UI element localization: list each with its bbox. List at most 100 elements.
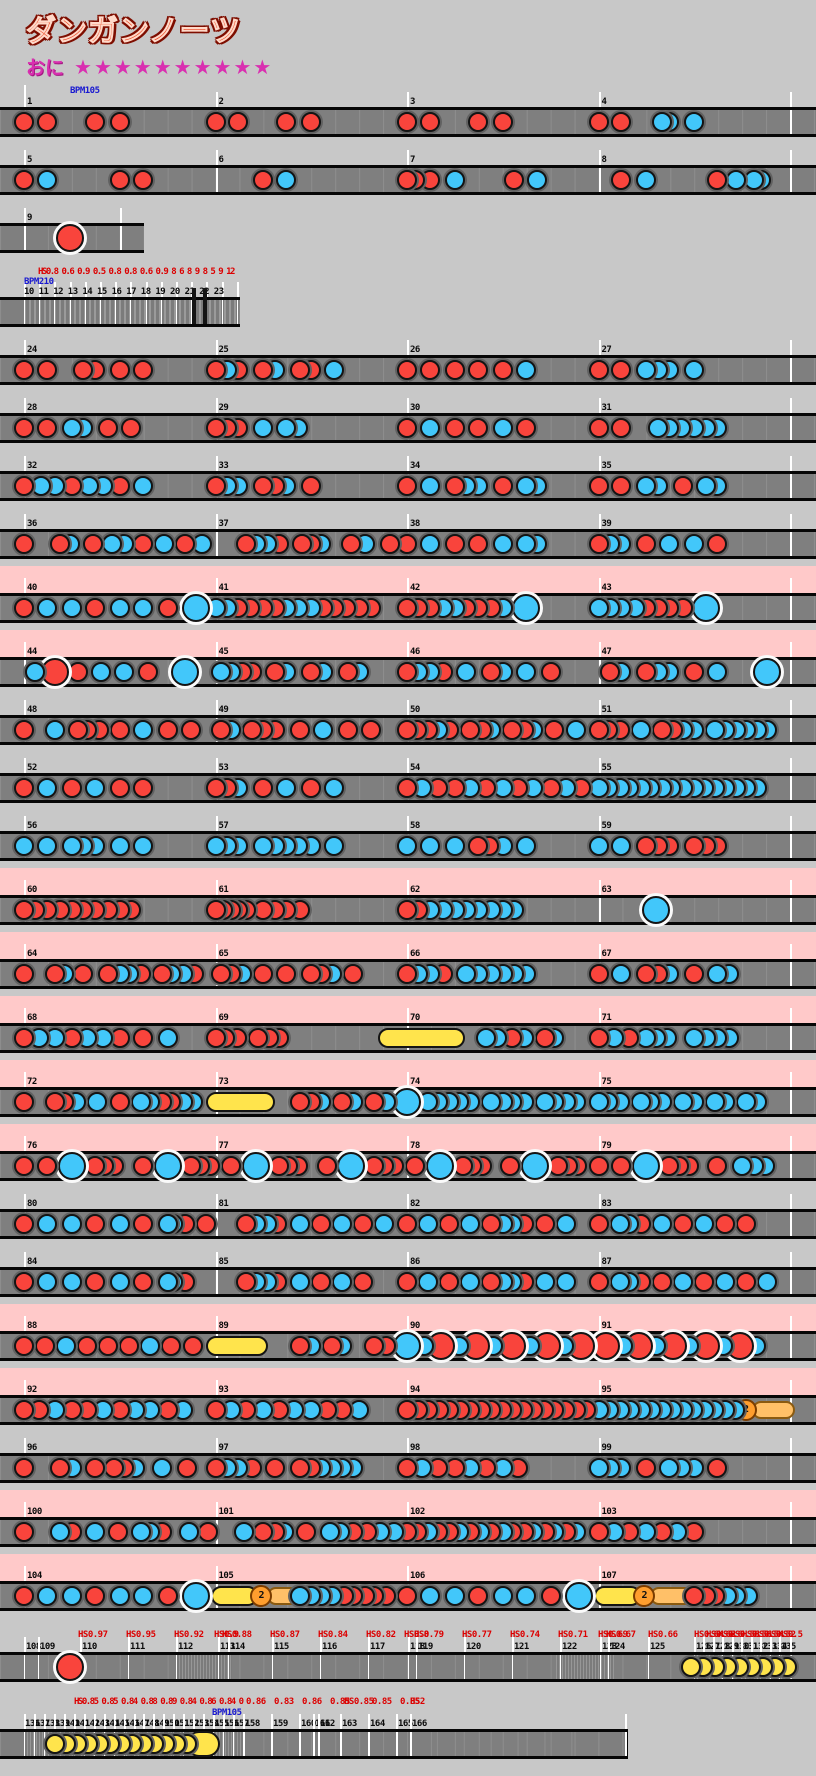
measure-line [790, 898, 792, 922]
chart-row: HS0.8 0.6 0.9 0.5 0.8 0.8 0.6 0.9 8 6 8 … [0, 263, 816, 327]
note-don [588, 720, 609, 740]
note-don [253, 170, 274, 190]
measure-number: 151 [174, 1719, 190, 1729]
note-ka [320, 1522, 341, 1542]
measure-number: 88 [27, 1321, 37, 1331]
measure-number: 84 [27, 1257, 37, 1267]
measure-line [790, 358, 792, 382]
measure-number: 90 [410, 1321, 420, 1331]
beat-tick [790, 1316, 792, 1331]
beat-tick [24, 514, 26, 529]
measure-number: 106 [410, 1571, 425, 1581]
beat-tick [407, 880, 409, 895]
measure-number: 135 [781, 1642, 796, 1652]
note-ka [707, 662, 728, 682]
measure-number: 141 [74, 1719, 90, 1729]
measure-number: 109 [40, 1642, 55, 1652]
note-don [397, 1400, 417, 1420]
measure-line [790, 660, 792, 684]
hs-speed-label: HS0.52 [766, 1630, 796, 1640]
measure-line [299, 1732, 301, 1756]
note-ka [276, 778, 297, 798]
measure-number: 6 [218, 155, 224, 165]
note-don [132, 534, 153, 554]
hs-speed-label: 0.85 [400, 1697, 420, 1707]
big-note-ka [565, 1582, 594, 1610]
note-don [444, 418, 465, 438]
measure-line [790, 1154, 792, 1178]
measure-number: 45 [218, 647, 229, 657]
note-don [397, 534, 417, 554]
beat-tick [407, 1438, 409, 1453]
hs-speed-label: HS0.67 [606, 1630, 636, 1640]
note-don [107, 1522, 128, 1542]
note-ka [757, 1272, 778, 1292]
note-don [397, 1214, 417, 1234]
note-don [132, 360, 153, 380]
note-don [14, 1156, 34, 1176]
note-don [205, 1028, 226, 1048]
note-ka [289, 1214, 310, 1234]
beat-tick [80, 1637, 82, 1652]
measure-number: 142 [84, 1719, 100, 1729]
beat-tick [215, 880, 218, 895]
note-don [253, 476, 274, 496]
note-don [132, 778, 153, 798]
note-don [544, 720, 565, 740]
note-ka [109, 1214, 130, 1234]
beat-tick [145, 282, 148, 297]
note-don [77, 1336, 98, 1356]
note-don [397, 900, 417, 920]
measure-line [790, 596, 792, 620]
chart-row: 40 41 42 43 [0, 566, 816, 623]
beat-tick [39, 282, 42, 297]
note-ka [684, 360, 705, 380]
note-ka [460, 1214, 481, 1234]
measure-line [100, 300, 101, 324]
measure-number: 24 [27, 345, 37, 355]
note-don [109, 476, 130, 496]
beat-tick [215, 1072, 218, 1087]
note-don [492, 112, 513, 132]
note-ka [684, 112, 705, 132]
chart-row: 24 25 26 27 [0, 334, 816, 385]
beat-tick [790, 1194, 792, 1209]
measure-number: 20 [170, 287, 180, 297]
note-don [109, 720, 130, 740]
subdivision-stripes [556, 1655, 614, 1679]
beat-tick [790, 578, 792, 593]
note-don [109, 1092, 130, 1112]
hs-speed-label: HS0.77 [462, 1630, 492, 1640]
beat-tick [223, 1714, 226, 1729]
chart-row: 100 101 102 103 [0, 1490, 816, 1547]
measure-number: 21 [184, 287, 195, 297]
measure-number: 78 [410, 1141, 420, 1151]
measure-number: 116 [322, 1642, 337, 1652]
note-don [36, 1156, 57, 1176]
note-don [481, 662, 502, 682]
beat-tick [215, 578, 218, 593]
measure-line [790, 416, 792, 440]
note-ka [444, 170, 465, 190]
measure-line [24, 226, 26, 250]
beat-tick [24, 944, 26, 959]
hs-speed-text: HS0.85 0.85 0.84 0.88 0.89 0.84 0.86 0.8… [74, 1697, 244, 1707]
note-ka [636, 1522, 657, 1542]
measure-number: 52 [27, 763, 37, 773]
measure-line [790, 168, 792, 192]
beat-tick [790, 1072, 792, 1087]
beat-tick [598, 340, 601, 355]
beat-tick [24, 150, 26, 165]
measure-number: 140 [64, 1719, 80, 1729]
measure-number: 63 [601, 885, 612, 895]
note-ka [565, 720, 586, 740]
note-don [301, 964, 322, 984]
note-don [588, 1028, 609, 1048]
beat-tick [396, 1714, 398, 1729]
note-ka [515, 534, 536, 554]
beat-tick [512, 1637, 514, 1652]
note-ka [636, 360, 657, 380]
measure-number: 72 [27, 1077, 37, 1087]
note-ka [609, 1214, 630, 1234]
beat-tick [694, 1637, 696, 1652]
